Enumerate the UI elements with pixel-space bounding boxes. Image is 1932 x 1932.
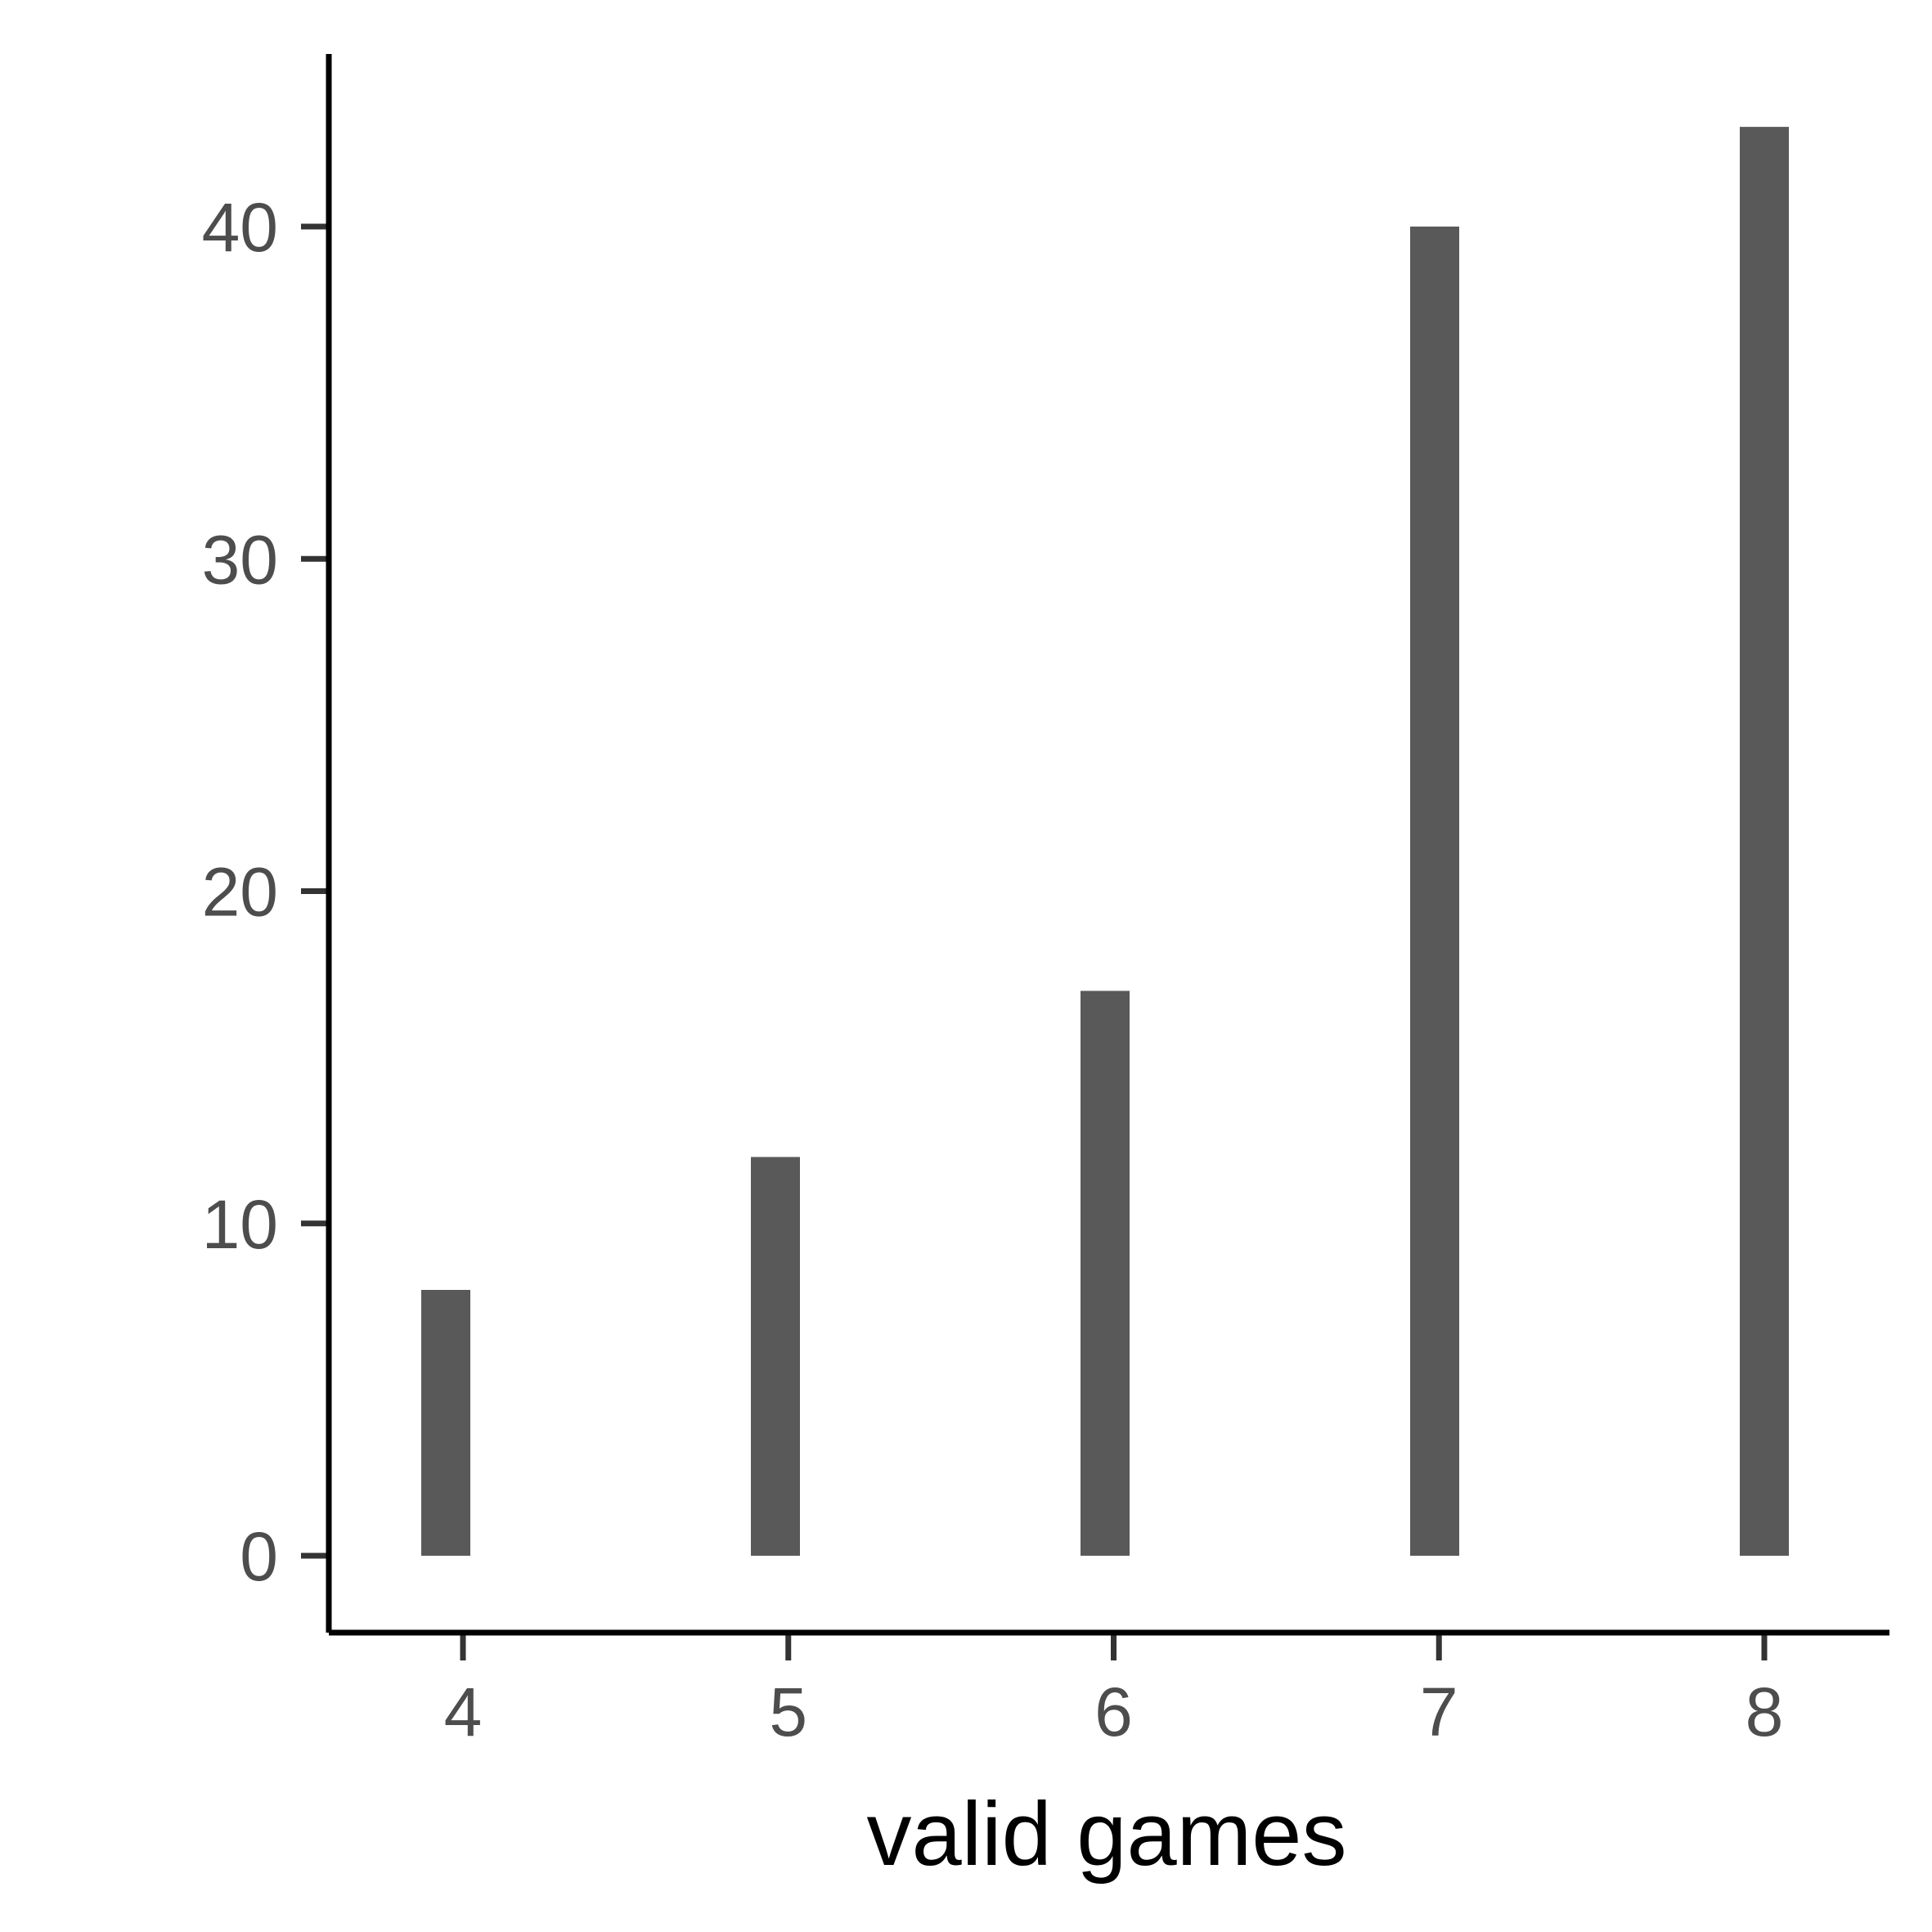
bar-4 bbox=[421, 1290, 470, 1556]
y-tick-label-40: 40 bbox=[202, 189, 278, 266]
x-tick-label-6: 6 bbox=[1094, 1674, 1133, 1750]
x-tick-label-4: 4 bbox=[444, 1674, 483, 1750]
bar-6 bbox=[1081, 991, 1130, 1556]
y-tick-label-20: 20 bbox=[202, 854, 278, 931]
y-tick-label-10: 10 bbox=[202, 1186, 278, 1263]
y-axis-ticks: 0 10 20 30 40 bbox=[202, 189, 329, 1595]
bar-8 bbox=[1740, 127, 1789, 1557]
bar-7 bbox=[1410, 227, 1459, 1556]
x-tick-label-5: 5 bbox=[769, 1674, 807, 1750]
bars bbox=[421, 127, 1789, 1557]
x-axis-title: valid games bbox=[867, 1784, 1347, 1885]
x-axis-ticks: 4 5 6 7 8 bbox=[444, 1633, 1784, 1750]
x-tick-label-8: 8 bbox=[1746, 1674, 1784, 1750]
bar-5 bbox=[751, 1157, 800, 1556]
y-tick-label-0: 0 bbox=[240, 1518, 278, 1595]
y-tick-label-30: 30 bbox=[202, 521, 278, 598]
x-tick-label-7: 7 bbox=[1420, 1674, 1458, 1750]
